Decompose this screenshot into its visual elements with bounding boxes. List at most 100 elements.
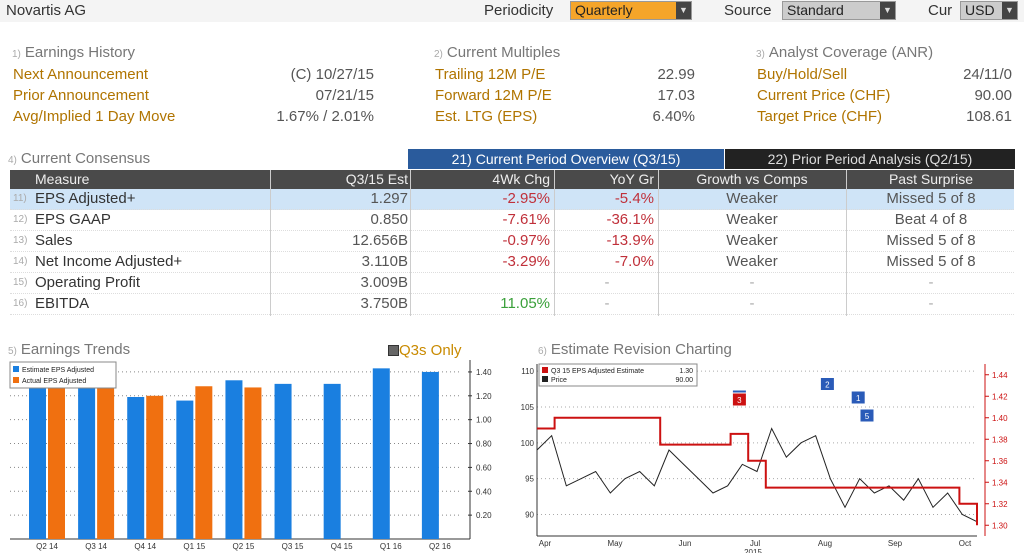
measure-name: EPS GAAP: [35, 211, 111, 228]
x-tick-label: Oct: [959, 539, 972, 548]
col-growth-vs-comps[interactable]: Growth vs Comps: [696, 171, 808, 187]
x-tick-label: Jul: [750, 539, 760, 548]
column-divider: [554, 170, 555, 316]
chevron-down-icon[interactable]: ▼: [1002, 2, 1017, 19]
estimate-value: 3.009B: [360, 274, 408, 291]
past-surprise: Missed 5 of 8: [886, 232, 976, 249]
col-yoy-gr[interactable]: YoY Gr: [609, 171, 654, 187]
next-announcement-value: (C) 10/27/15: [290, 66, 374, 83]
bar-estimate: [274, 383, 292, 539]
earnings-trends-header[interactable]: 5) Earnings Trends: [8, 341, 130, 358]
section-title: Current Multiples: [446, 44, 561, 61]
ltg-label: Est. LTG (EPS): [435, 108, 538, 125]
legend-swatch-estimate: [13, 366, 19, 372]
bar-estimate: [127, 396, 145, 539]
chevron-down-icon[interactable]: ▼: [676, 2, 691, 19]
column-divider: [658, 170, 659, 316]
bar-estimate: [78, 377, 96, 539]
day-move-value: 1.67% / 2.01%: [276, 108, 374, 125]
y-tick-label-right: 1.36: [992, 457, 1008, 466]
revision-marker: [859, 408, 875, 423]
current-multiples-header[interactable]: 2) Current Multiples: [434, 44, 560, 61]
bar-estimate: [176, 400, 194, 539]
legend-value-price: 90.00: [675, 377, 693, 384]
y-tick-label-right: 1.40: [992, 414, 1008, 423]
table-row[interactable]: 15) Operating Profit 3.009B - - -: [10, 273, 1014, 294]
yoy-growth: -: [604, 274, 610, 291]
x-tick-label: Sep: [888, 539, 903, 548]
x-tick-label: Q3 14: [85, 542, 107, 551]
q3s-only-toggle[interactable]: Q3s Only: [388, 342, 462, 359]
past-surprise: Missed 5 of 8: [886, 253, 976, 270]
ltg-value: 6.40%: [652, 108, 695, 125]
revision-marker-label: 1: [856, 394, 861, 403]
col-past-surprise[interactable]: Past Surprise: [888, 171, 974, 187]
y-tick-label-left: 90: [525, 511, 534, 520]
bar-estimate: [372, 368, 390, 539]
bar-actual: [97, 376, 115, 539]
x-tick-label: Q1 15: [183, 542, 205, 551]
estimate-revision-header[interactable]: 6) Estimate Revision Charting: [538, 341, 732, 358]
section-title: Earnings History: [24, 44, 135, 61]
q3s-only-label: Q3s Only: [399, 342, 462, 359]
legend-box: [9, 361, 117, 389]
earnings-history-header[interactable]: 1) Earnings History: [12, 44, 135, 61]
x-tick-label: Q2 14: [36, 542, 58, 551]
earnings-trends-chart: 0.20 0.40 0.60 0.80 1.00 1.20 1.40 Q2 14 Q3 14 Q4…: [9, 360, 492, 551]
buy-hold-sell-label: Buy/Hold/Sell: [757, 66, 848, 83]
yoy-growth: -5.4%: [614, 190, 654, 207]
periodicity-select[interactable]: Quarterly ▼: [570, 1, 692, 20]
table-row[interactable]: 11) EPS Adjusted+ 1.297 -2.95% -5.4% Weaker Mi…: [10, 189, 1014, 210]
forward-pe-value: 17.03: [657, 87, 695, 104]
tab-prior-period[interactable]: 22) Prior Period Analysis (Q2/15): [725, 149, 1015, 169]
periodicity-label: Periodicity: [484, 2, 554, 19]
x-tick-label: Q4 15: [331, 542, 353, 551]
checkbox-icon[interactable]: [388, 345, 399, 356]
x-tick-label: Q1 16: [380, 542, 402, 551]
column-divider: [846, 170, 847, 316]
x-tick-label: Q2 15: [233, 542, 255, 551]
legend-label-estimate: Estimate EPS Adjusted: [22, 367, 94, 374]
bar-estimate: [225, 380, 243, 539]
x-tick-label: Apr: [539, 539, 552, 548]
trailing-pe-label: Trailing 12M P/E: [435, 66, 546, 83]
table-row[interactable]: 14) Net Income Adjusted+ 3.110B -3.29% -7.0%…: [10, 252, 1014, 273]
measure-name: EBITDA: [35, 295, 90, 312]
section-number: 3): [756, 49, 765, 60]
source-label: Source: [724, 2, 772, 19]
revision-marker: [731, 392, 747, 407]
y-tick-label-left: 95: [525, 475, 534, 484]
yoy-growth: -36.1%: [606, 211, 654, 228]
current-consensus-header[interactable]: 4) Current Consensus: [8, 150, 150, 167]
y-tick-label: 0.40: [476, 487, 492, 496]
estimate-value: 1.297: [370, 190, 408, 207]
four-week-change: -0.97%: [502, 232, 550, 249]
col-est[interactable]: Q3/15 Est: [345, 171, 408, 187]
yoy-growth: -13.9%: [606, 232, 654, 249]
table-row[interactable]: 13) Sales 12.656B -0.97% -13.9% Weaker Missed …: [10, 231, 1014, 252]
growth-vs-comps: Weaker: [726, 232, 778, 249]
measure-name: EPS Adjusted+: [35, 190, 136, 207]
source-select[interactable]: Standard ▼: [782, 1, 896, 20]
measure-name: Sales: [35, 232, 73, 249]
analyst-coverage-header[interactable]: 3) Analyst Coverage (ANR): [756, 44, 933, 61]
table-row[interactable]: 16) EBITDA 3.750B 11.05% - - -: [10, 294, 1014, 315]
growth-vs-comps: Weaker: [726, 190, 778, 207]
four-week-change: -7.61%: [502, 211, 550, 228]
prior-announcement-label: Prior Announcement: [13, 87, 149, 104]
yoy-growth: -: [604, 295, 610, 312]
table-row[interactable]: 12) EPS GAAP 0.850 -7.61% -36.1% Weaker Beat 4…: [10, 210, 1014, 231]
y-tick-label-right: 1.30: [992, 521, 1008, 530]
revision-marker: [850, 390, 866, 405]
currency-select[interactable]: USD ▼: [960, 1, 1018, 20]
estimate-line: [537, 416, 978, 526]
col-measure[interactable]: Measure: [35, 171, 90, 187]
tab-current-period[interactable]: 21) Current Period Overview (Q3/15): [408, 149, 724, 169]
x-tick-label: May: [607, 539, 622, 548]
chevron-down-icon[interactable]: ▼: [880, 2, 895, 19]
legend-label-estimate: Q3 15 EPS Adjusted Estimate: [551, 368, 644, 375]
col-4wk-chg[interactable]: 4Wk Chg: [492, 171, 550, 187]
buy-hold-sell-value: 24/11/0: [963, 66, 1012, 83]
periodicity-value: Quarterly: [575, 2, 633, 18]
bar-actual: [244, 387, 262, 539]
